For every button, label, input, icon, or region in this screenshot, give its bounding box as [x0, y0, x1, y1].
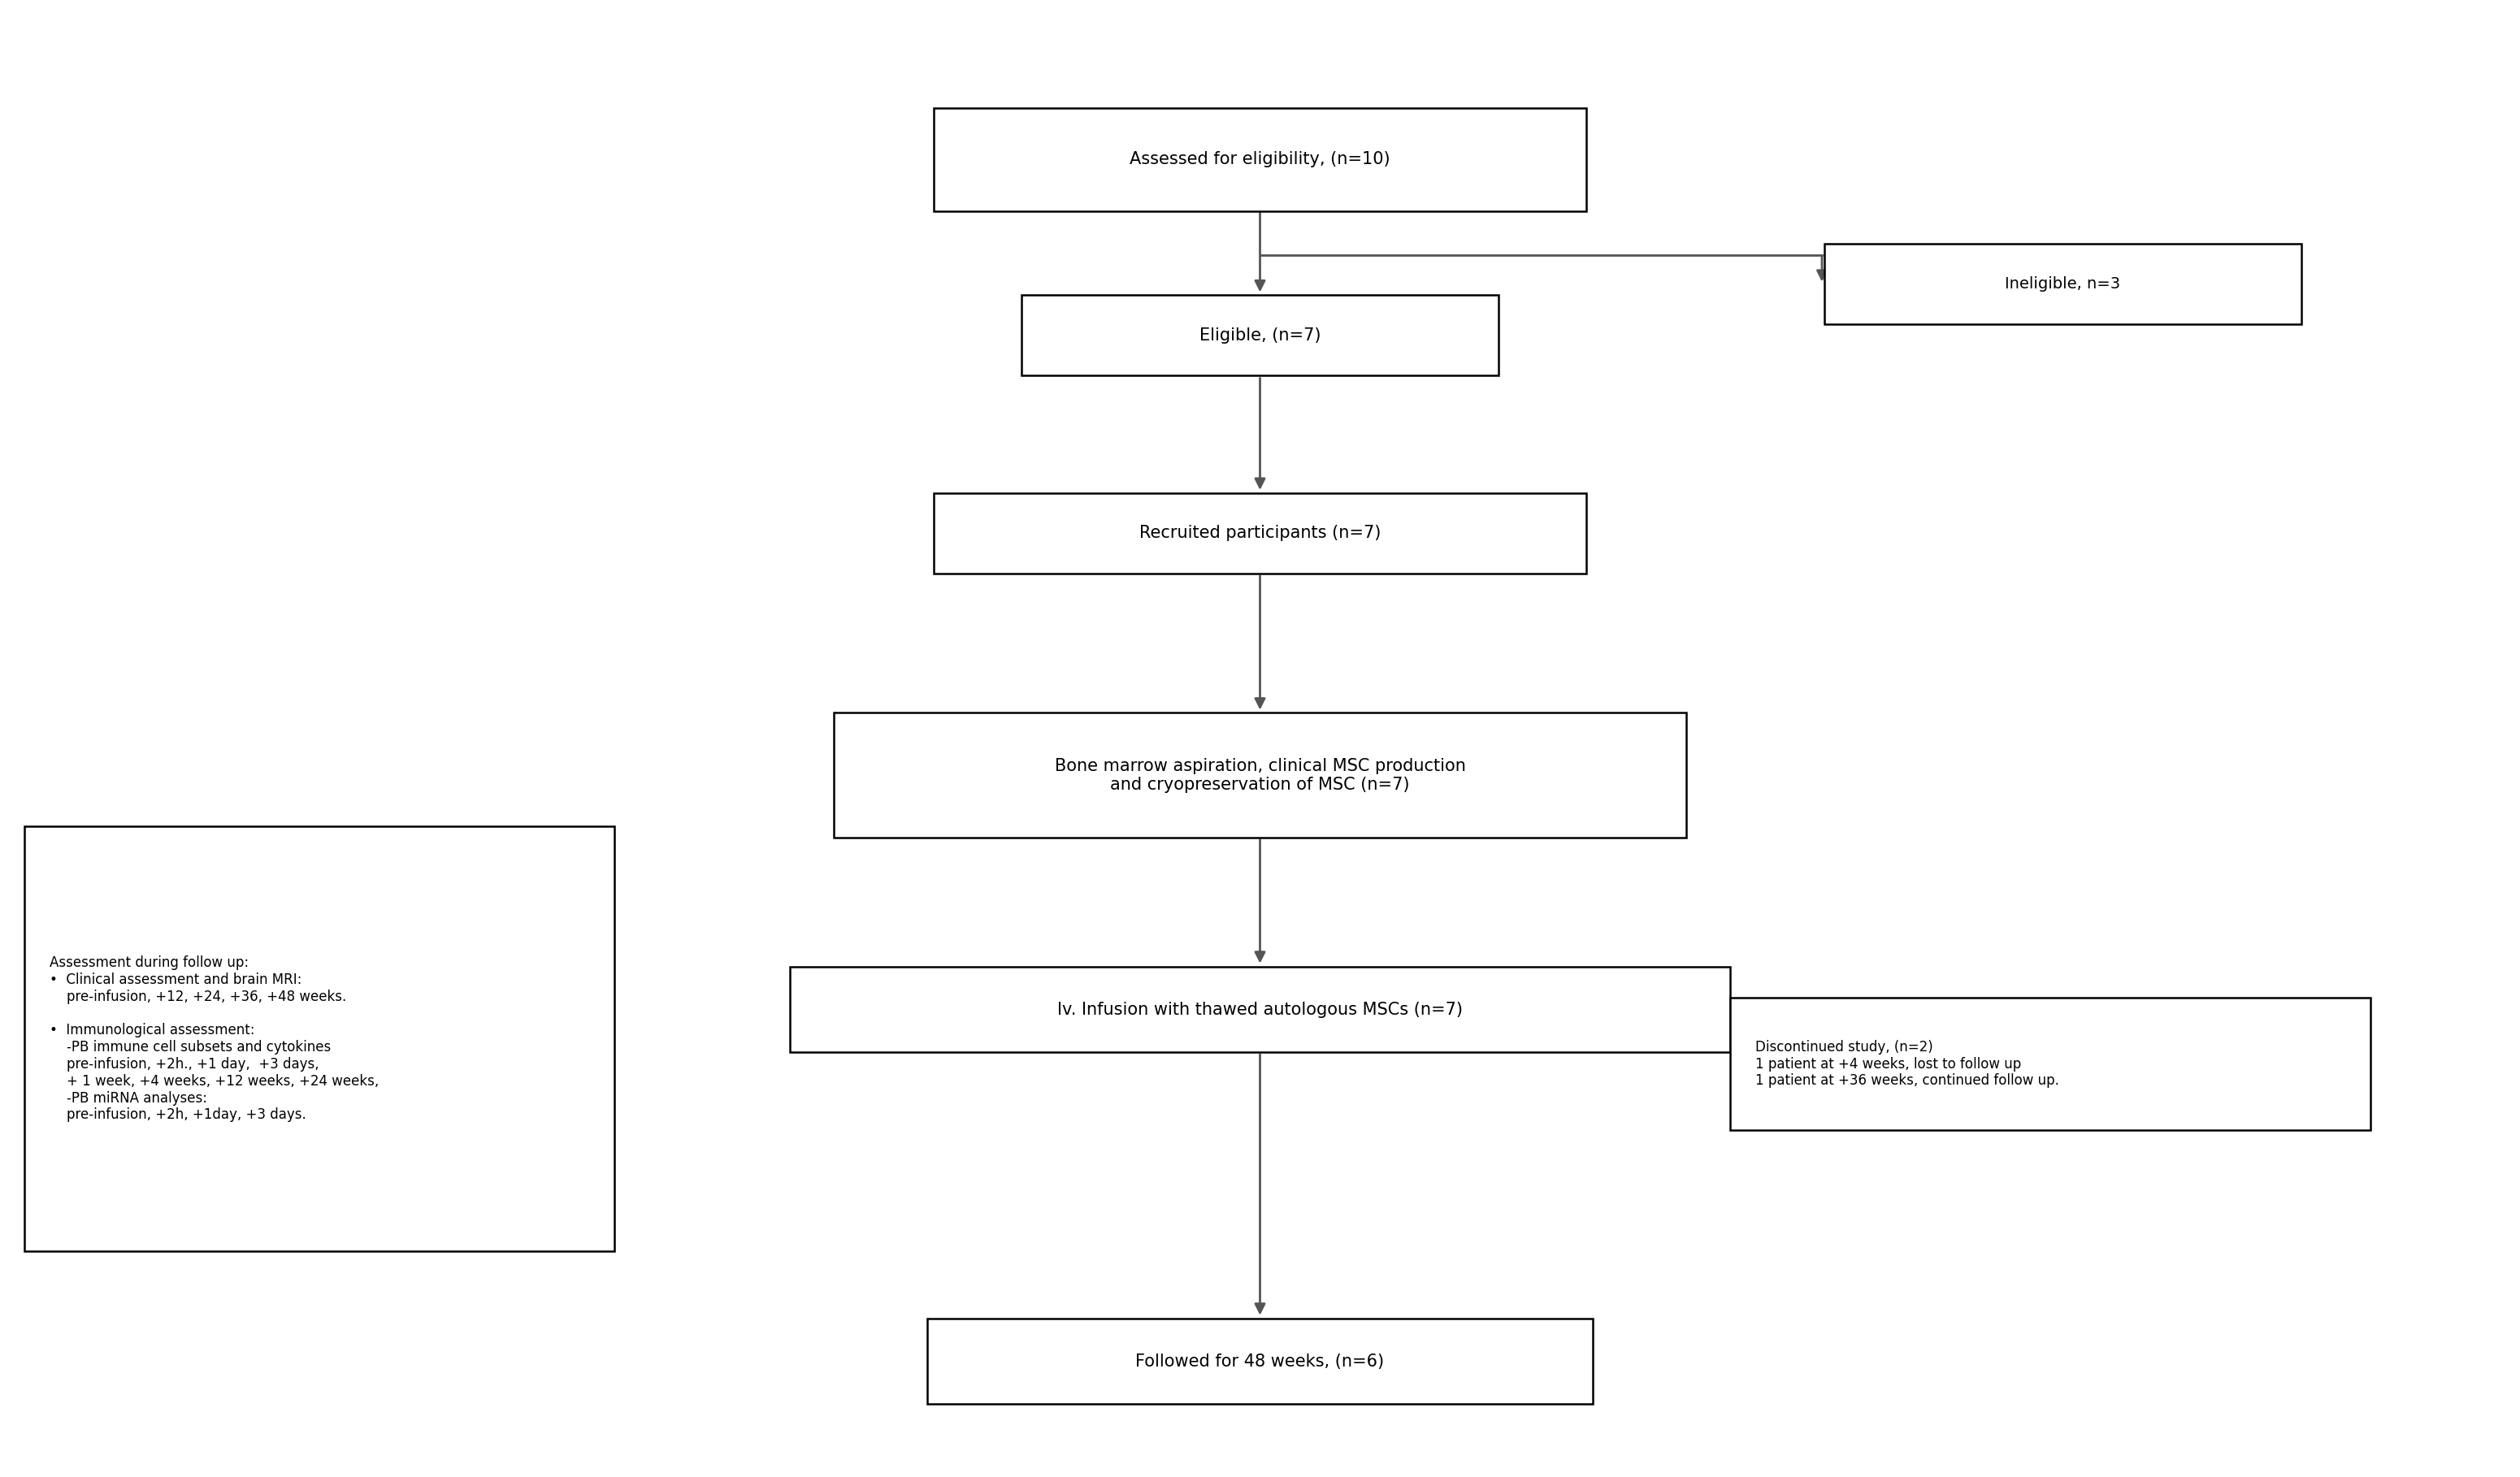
- Text: Ineligible, n=3: Ineligible, n=3: [2006, 276, 2119, 292]
- FancyBboxPatch shape: [1021, 295, 1499, 375]
- FancyBboxPatch shape: [1824, 244, 2301, 325]
- FancyBboxPatch shape: [1731, 998, 2371, 1130]
- Text: Bone marrow aspiration, clinical MSC production
and cryopreservation of MSC (n=7: Bone marrow aspiration, clinical MSC pro…: [1053, 758, 1467, 793]
- Text: Iv. Infusion with thawed autologous MSCs (n=7): Iv. Infusion with thawed autologous MSCs…: [1058, 1001, 1462, 1018]
- FancyBboxPatch shape: [25, 827, 615, 1251]
- Text: Eligible, (n=7): Eligible, (n=7): [1200, 328, 1320, 344]
- Text: Assessment during follow up:
•  Clinical assessment and brain MRI:
    pre-infus: Assessment during follow up: • Clinical …: [50, 956, 378, 1123]
- FancyBboxPatch shape: [935, 493, 1585, 573]
- FancyBboxPatch shape: [834, 713, 1686, 837]
- FancyBboxPatch shape: [935, 108, 1585, 211]
- FancyBboxPatch shape: [927, 1319, 1593, 1405]
- Text: Followed for 48 weeks, (n=6): Followed for 48 weeks, (n=6): [1137, 1353, 1383, 1369]
- Text: Discontinued study, (n=2)
1 patient at +4 weeks, lost to follow up
1 patient at : Discontinued study, (n=2) 1 patient at +…: [1756, 1040, 2059, 1089]
- Text: Recruited participants (n=7): Recruited participants (n=7): [1139, 526, 1381, 542]
- FancyBboxPatch shape: [789, 967, 1731, 1052]
- Text: Assessed for eligibility, (n=10): Assessed for eligibility, (n=10): [1129, 152, 1391, 168]
